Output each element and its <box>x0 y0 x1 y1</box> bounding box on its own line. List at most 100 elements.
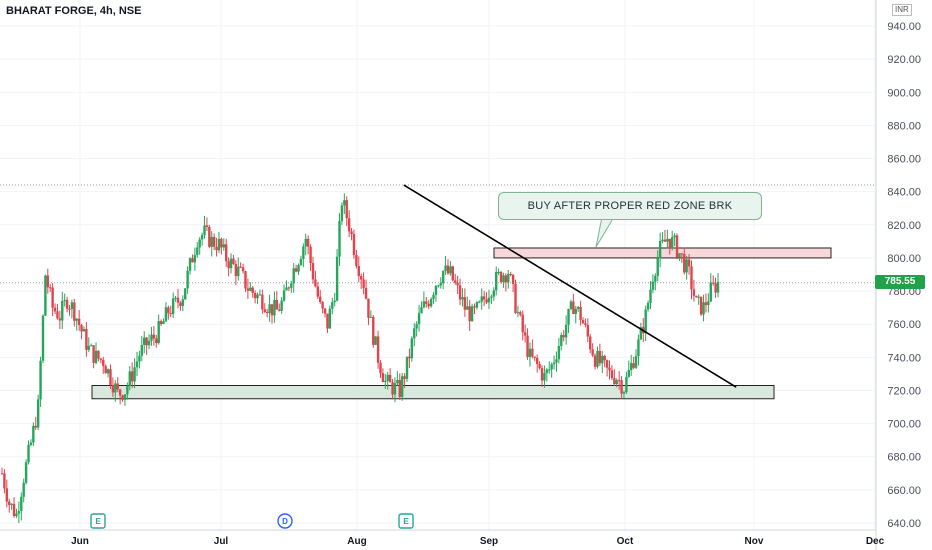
candle-body <box>704 302 708 306</box>
candle-body <box>8 501 11 505</box>
grid-lines <box>0 0 877 550</box>
candle-body <box>420 307 423 314</box>
candle-body <box>200 234 204 240</box>
candle-body <box>444 265 447 271</box>
candle-body <box>478 301 481 303</box>
candle-body <box>299 259 303 266</box>
candle-body <box>716 281 720 293</box>
candle-body <box>545 369 549 374</box>
price-zones <box>91 247 832 400</box>
candle-body <box>429 298 433 307</box>
candle-body <box>186 270 189 289</box>
time-axis[interactable]: Jun Jul Aug Sep Oct Nov Dec <box>71 536 884 547</box>
candle-body <box>605 360 609 368</box>
candle-body <box>589 336 592 350</box>
descending-trendline <box>403 184 737 388</box>
candle-body <box>36 399 40 428</box>
candle-body <box>714 283 717 293</box>
candle-body <box>451 266 455 281</box>
candle-body <box>229 258 233 269</box>
candle-body <box>434 285 438 295</box>
candle-body <box>326 313 329 329</box>
x-tick-label: Sep <box>480 536 498 547</box>
candle-body <box>102 359 105 367</box>
candle-body <box>560 335 563 346</box>
candle-body <box>499 272 503 282</box>
candle-body <box>697 296 700 298</box>
candle-body <box>533 356 536 358</box>
candle-body <box>516 312 520 314</box>
candle-body <box>425 301 428 304</box>
candle-body <box>637 339 640 357</box>
y-tick-label: 660.00 <box>887 485 921 497</box>
candle-body <box>449 266 452 274</box>
y-tick-label: 880.00 <box>887 120 921 132</box>
candle-body <box>422 301 426 308</box>
candle-body <box>157 321 160 344</box>
last-price-tag: 785.55 <box>875 275 925 289</box>
candle-body <box>615 380 618 385</box>
candle-body <box>352 234 356 256</box>
candle-body <box>338 221 341 257</box>
candle-body <box>345 200 348 219</box>
candle-body <box>138 355 141 362</box>
candle-body <box>162 321 165 324</box>
candle-body <box>552 362 556 365</box>
event-label: E <box>403 517 409 526</box>
candle-body <box>94 350 98 363</box>
y-tick-label: 840.00 <box>887 187 921 199</box>
dividend-event-icon <box>277 513 293 529</box>
candle-body <box>323 308 327 314</box>
candle-body <box>593 355 597 367</box>
candle-body <box>468 306 471 322</box>
price-axis[interactable]: 640.00 660.00 680.00 700.00 720.00 740.00 760.… <box>887 21 921 530</box>
candle-body <box>470 306 474 322</box>
y-tick-label: 920.00 <box>887 54 921 66</box>
candle-body <box>473 306 476 308</box>
candle-body <box>649 289 652 303</box>
candle-body <box>150 334 153 341</box>
candle-body <box>256 294 259 299</box>
candle-body <box>482 296 486 300</box>
candle-body <box>463 297 467 310</box>
candle-body <box>485 299 488 303</box>
candle-body <box>526 335 529 358</box>
annotation-callout[interactable]: BUY AFTER PROPER RED ZONE BRK <box>498 192 762 220</box>
candle-body <box>709 282 712 302</box>
x-tick-label: Oct <box>617 536 634 547</box>
y-tick-label: 800.00 <box>887 253 921 265</box>
candle-body <box>630 363 633 370</box>
y-tick-label: 700.00 <box>887 419 921 431</box>
candle-body <box>581 320 585 324</box>
candle-body <box>519 312 522 315</box>
candle-body <box>331 302 334 309</box>
candle-body <box>17 510 21 514</box>
candle-body <box>73 302 76 321</box>
candle-body <box>601 355 604 364</box>
candle-body <box>531 348 534 357</box>
candle-body <box>569 301 573 309</box>
candle-body <box>343 200 346 206</box>
candle-body <box>10 503 13 505</box>
candle-body <box>620 380 623 394</box>
candle-body <box>567 308 570 325</box>
candle-body <box>391 382 394 395</box>
candle-body <box>12 503 16 517</box>
candle-body <box>176 297 180 303</box>
candle-body <box>109 369 112 385</box>
candle-body <box>302 246 305 260</box>
candle-body <box>97 350 100 359</box>
candle-body <box>675 235 679 258</box>
candle-body <box>22 482 25 497</box>
candle-body <box>405 356 409 379</box>
candle-body <box>319 296 322 303</box>
candle-body <box>241 267 245 272</box>
candle-body <box>466 306 469 310</box>
candle-body <box>111 384 115 393</box>
candle-body <box>282 290 286 301</box>
candle-body <box>555 359 558 363</box>
currency-badge[interactable]: INR <box>892 4 912 16</box>
candle-body <box>32 425 35 443</box>
candle-body <box>634 356 638 368</box>
